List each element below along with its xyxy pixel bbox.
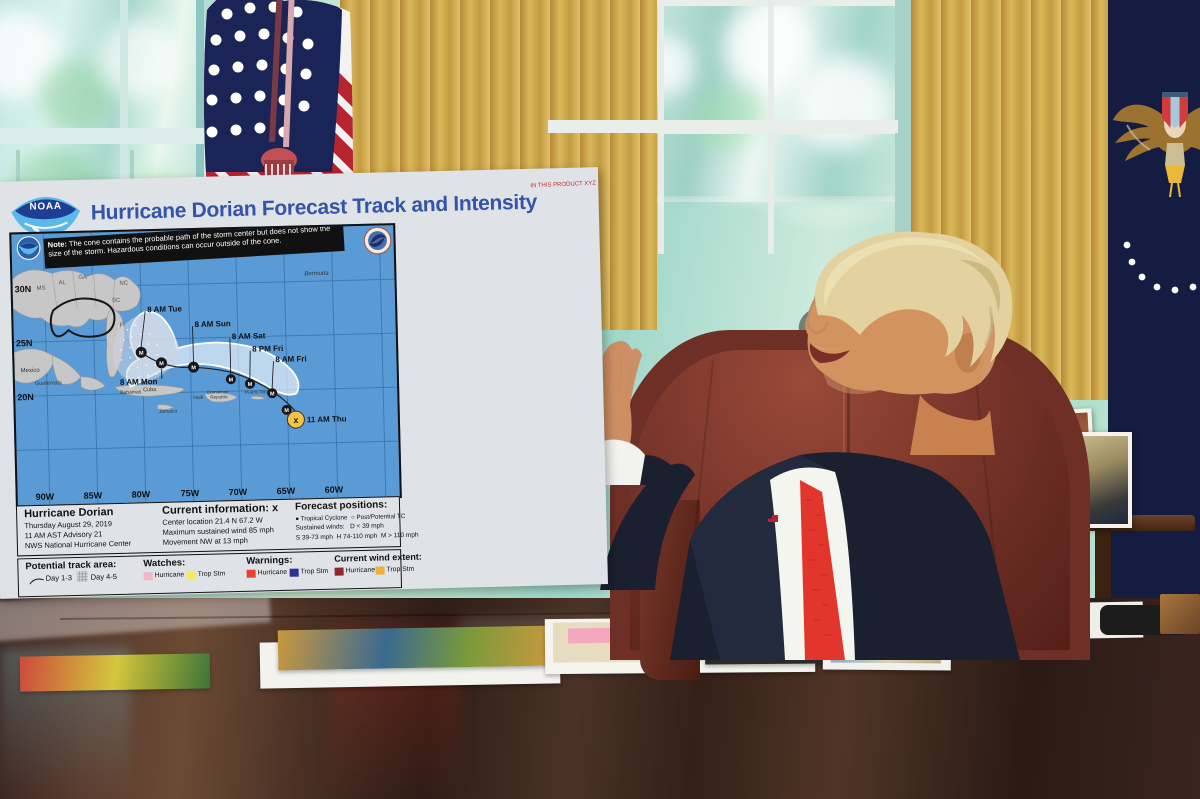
svg-text:8 PM Fri: 8 PM Fri xyxy=(252,344,283,354)
svg-text:M: M xyxy=(159,361,164,367)
svg-text:x: x xyxy=(293,415,298,425)
svg-text:11 AM Thu: 11 AM Thu xyxy=(307,414,347,424)
svg-text:M: M xyxy=(284,408,289,414)
svg-text:8 AM Tue: 8 AM Tue xyxy=(147,304,182,314)
svg-text:M: M xyxy=(229,377,234,383)
svg-text:M: M xyxy=(191,365,196,371)
svg-text:NOAA: NOAA xyxy=(29,201,61,213)
svg-text:8 AM Mon: 8 AM Mon xyxy=(120,377,158,387)
svg-text:8 AM Fri: 8 AM Fri xyxy=(275,354,306,364)
svg-text:8 AM Sun: 8 AM Sun xyxy=(194,319,230,329)
svg-text:M: M xyxy=(139,351,144,357)
svg-text:8 AM Sat: 8 AM Sat xyxy=(232,331,266,341)
svg-text:M: M xyxy=(248,382,253,388)
svg-text:M: M xyxy=(270,391,275,397)
